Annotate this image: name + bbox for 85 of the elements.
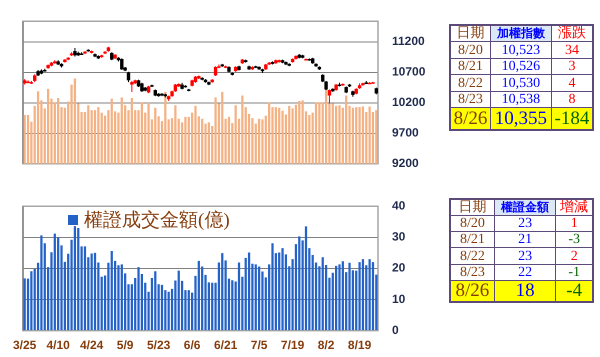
- bar: [298, 236, 300, 330]
- bar: [188, 290, 190, 330]
- text: 10,538: [502, 92, 540, 108]
- category-label: 8/21: [458, 59, 483, 74]
- y-tick-label: 20: [392, 260, 406, 275]
- x-tick-label: 8/2: [318, 338, 335, 352]
- x-tick-label: 5/9: [116, 338, 134, 352]
- candlestick: [130, 80, 134, 92]
- x-tick-label: 7/19: [280, 338, 305, 352]
- y-tick-label: 40: [392, 198, 406, 213]
- candlestick: [214, 66, 218, 77]
- bar: [198, 260, 200, 330]
- bar: [342, 261, 344, 330]
- candlestick: [140, 82, 144, 92]
- text: 23: [518, 216, 532, 232]
- y-tick-label: 10: [392, 292, 406, 306]
- bar: [211, 282, 214, 330]
- bar: [120, 264, 123, 330]
- y-tick-label: 11200: [392, 34, 426, 48]
- y-tick-label: 9200: [392, 156, 420, 170]
- bar: [154, 271, 156, 330]
- text: 2: [570, 248, 578, 264]
- x-tick-label: 7/5: [250, 338, 268, 352]
- bar: [110, 250, 113, 330]
- candlestick: [328, 88, 332, 104]
- text: 4: [568, 76, 576, 91]
- category-label: 8/23: [460, 264, 485, 280]
- text: 3: [568, 59, 576, 74]
- x-tick-label: 3/25: [12, 338, 37, 352]
- legend-label: 權證成交金額(億): [84, 209, 230, 234]
- y-tick-label: 10700: [392, 64, 426, 79]
- text: 21: [518, 232, 532, 248]
- y-tick-label: 30: [392, 230, 406, 244]
- category-label: 8/22: [458, 76, 483, 91]
- category-label: 加權指數: [490, 25, 552, 42]
- text: -4: [566, 280, 582, 301]
- text: 34: [564, 42, 579, 58]
- text: 10,530: [502, 76, 540, 91]
- category-label: 日期: [450, 199, 494, 216]
- text: -3: [568, 232, 580, 248]
- category-label: 8/23: [458, 92, 483, 108]
- bar: [57, 237, 60, 330]
- category-label: 8/20: [460, 216, 485, 232]
- text: 1: [570, 216, 578, 232]
- x-tick-label: 8/19: [348, 338, 372, 352]
- bar: [30, 271, 33, 330]
- text: 10,523: [502, 42, 540, 58]
- x-tick-label: 5/23: [146, 338, 171, 352]
- x-tick-label: 4/24: [80, 338, 104, 352]
- category-label: 8/26: [456, 280, 490, 301]
- text: 22: [518, 264, 532, 280]
- category-label: 增減: [556, 199, 593, 216]
- category-label: 權證金額: [494, 199, 556, 216]
- category-label: 漲跌: [551, 25, 593, 42]
- bar: [168, 292, 170, 330]
- y-tick-label: 9700: [392, 126, 420, 140]
- text: -1: [568, 264, 580, 280]
- bar: [90, 253, 93, 330]
- x-tick-label: 4/10: [46, 338, 70, 352]
- x-tick-label: 6/21: [214, 338, 238, 352]
- candlestick: [120, 58, 124, 70]
- text: 18: [516, 280, 535, 301]
- category-label: 日期: [450, 25, 490, 42]
- x-tick-label: 6/6: [184, 338, 201, 352]
- y-tick-label: 0: [392, 322, 399, 337]
- bar: [254, 264, 257, 330]
- text: 8: [568, 92, 576, 108]
- category-label: 8/21: [460, 232, 485, 248]
- text: 23: [518, 248, 532, 264]
- bar: [24, 278, 26, 330]
- bar: [178, 270, 180, 330]
- bar: [231, 280, 234, 330]
- text: 10,355: [494, 108, 548, 129]
- bar: [322, 257, 324, 330]
- category-label: 8/20: [458, 42, 483, 58]
- bar: [335, 266, 338, 330]
- bar: [368, 259, 371, 330]
- y-tick-label: 10200: [392, 95, 426, 110]
- text: 10,526: [502, 59, 540, 74]
- text: -184: [554, 108, 590, 129]
- category-label: 8/26: [454, 108, 488, 129]
- bar: [77, 228, 80, 330]
- bar: [54, 234, 56, 330]
- category-label: 8/22: [460, 248, 485, 264]
- bar: [221, 253, 224, 330]
